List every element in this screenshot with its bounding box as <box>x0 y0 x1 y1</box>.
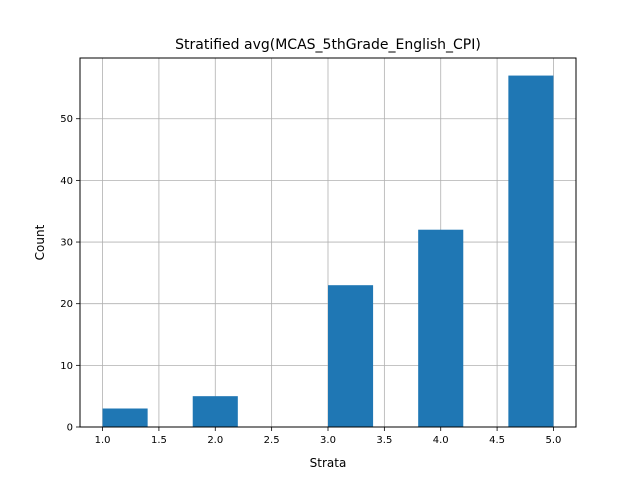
histogram-bar <box>328 285 374 427</box>
histogram-bar <box>508 75 554 428</box>
x-tick-label: 4.0 <box>433 435 449 446</box>
y-tick-label: 30 <box>60 238 73 249</box>
y-tick-label: 0 <box>67 423 73 434</box>
y-tick-label: 10 <box>60 361 73 372</box>
bars <box>102 75 554 428</box>
x-tick-label: 1.0 <box>95 435 111 446</box>
histogram-bar <box>102 408 148 427</box>
histogram-bar <box>418 229 464 427</box>
y-tick-label: 50 <box>60 114 73 125</box>
x-tick-label: 4.5 <box>489 435 505 446</box>
y-axis-label: Count <box>33 224 47 260</box>
x-tick-label: 3.5 <box>376 435 392 446</box>
x-tick-label: 5.0 <box>546 435 562 446</box>
y-tick-label: 20 <box>60 299 73 310</box>
x-tick-label: 2.5 <box>264 435 280 446</box>
histogram-bar <box>192 396 238 427</box>
x-tick-label: 2.0 <box>207 435 223 446</box>
x-tick-label: 1.5 <box>151 435 167 446</box>
chart-title: Stratified avg(MCAS_5thGrade_English_CPI… <box>175 37 481 53</box>
x-axis-label: Strata <box>310 456 347 470</box>
y-tick-label: 40 <box>60 176 73 187</box>
x-tick-label: 3.0 <box>320 435 336 446</box>
ticks: 1.0 1.5 2.0 2.5 3.0 3.5 4.0 4.5 5.0 0 10 20 30 40 50 <box>60 114 561 446</box>
